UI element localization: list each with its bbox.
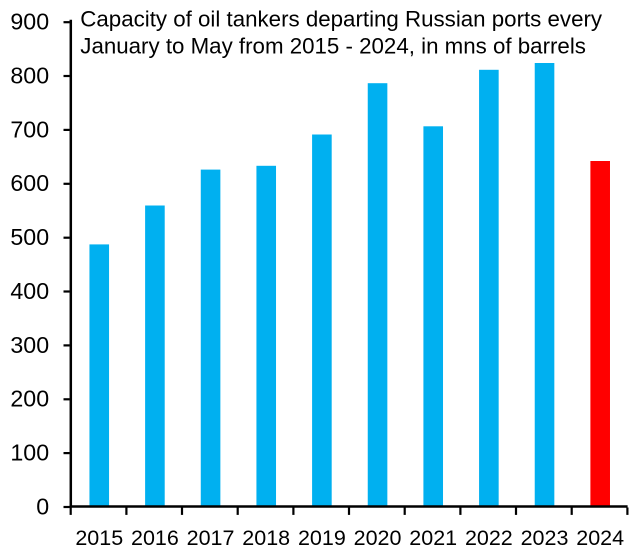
svg-text:2015: 2015 (75, 526, 123, 547)
svg-text:2017: 2017 (187, 526, 235, 547)
svg-text:2024: 2024 (576, 526, 624, 547)
svg-text:2019: 2019 (298, 526, 346, 547)
svg-text:800: 800 (10, 62, 49, 88)
svg-text:2018: 2018 (242, 526, 290, 547)
svg-text:2021: 2021 (409, 526, 457, 547)
svg-text:January to May from 2015 - 202: January to May from 2015 - 2024, in mns … (80, 34, 586, 59)
svg-text:0: 0 (36, 493, 49, 519)
svg-text:100: 100 (10, 440, 49, 466)
svg-text:2023: 2023 (521, 526, 569, 547)
svg-text:Capacity of oil tankers depart: Capacity of oil tankers departing Russia… (80, 6, 603, 31)
svg-text:2022: 2022 (465, 526, 513, 547)
svg-text:700: 700 (10, 116, 49, 142)
svg-text:900: 900 (10, 9, 49, 35)
svg-text:600: 600 (10, 170, 49, 196)
svg-text:200: 200 (10, 386, 49, 412)
svg-text:2020: 2020 (354, 526, 402, 547)
svg-text:300: 300 (10, 332, 49, 358)
svg-text:500: 500 (10, 224, 49, 250)
svg-text:400: 400 (10, 278, 49, 304)
svg-text:2016: 2016 (131, 526, 179, 547)
